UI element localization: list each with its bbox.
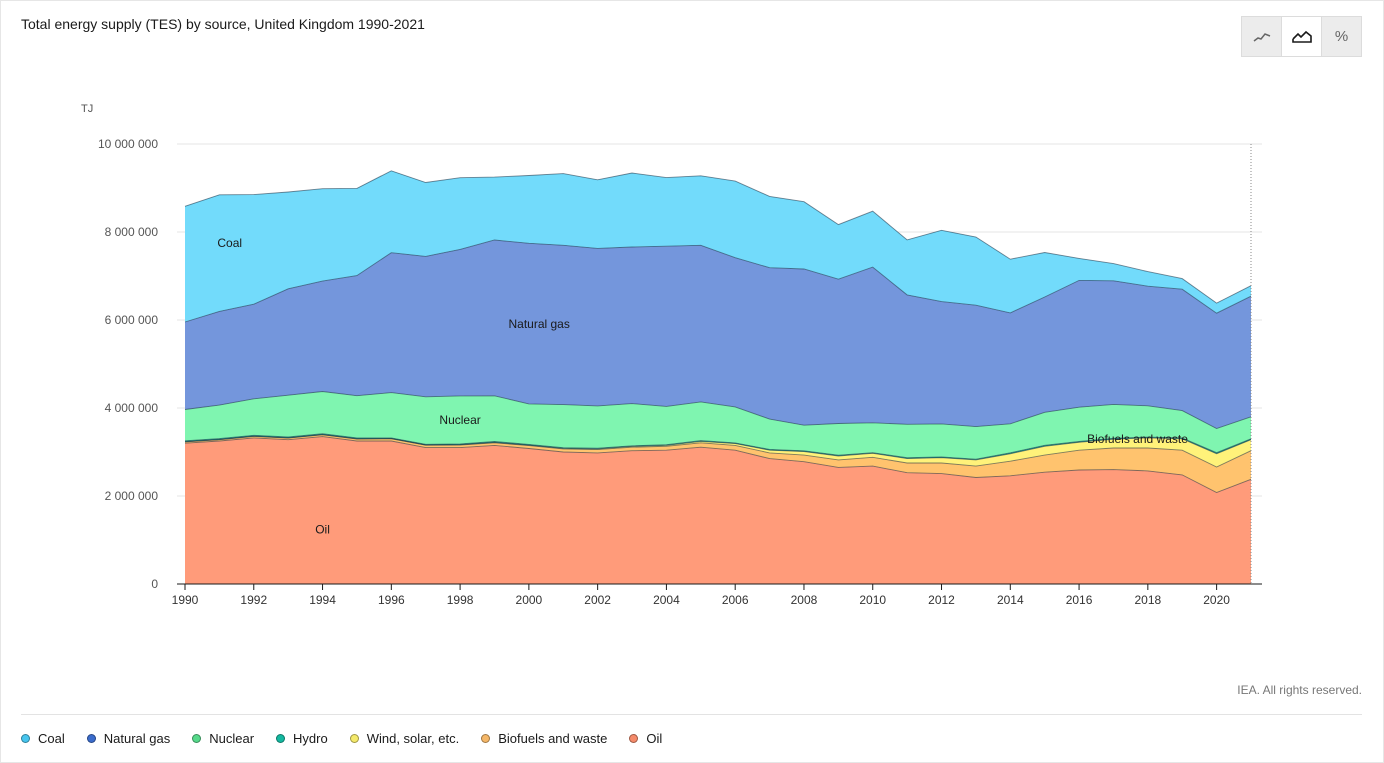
legend-label: Oil <box>646 731 663 746</box>
x-tick-label: 2000 <box>516 593 543 607</box>
legend-dot-icon <box>481 734 491 743</box>
area-natural-gas <box>185 240 1251 429</box>
chart-legend: Coal Natural gas Nuclear Hydro Wind, solar, … <box>21 731 684 746</box>
copyright-credit: IEA. All rights reserved. <box>1237 683 1362 697</box>
x-tick-label: 1994 <box>309 593 336 607</box>
x-tick-label: 2010 <box>859 593 886 607</box>
series-line-coal <box>184 170 1252 304</box>
percent-view-icon: % <box>1334 28 1349 45</box>
line-view-icon <box>1253 32 1270 42</box>
legend-label: Natural gas <box>103 731 171 746</box>
y-tick-label: 2 000 000 <box>105 489 159 503</box>
legend-label: Wind, solar, etc. <box>366 731 460 746</box>
x-tick-label: 1992 <box>240 593 267 607</box>
x-tick-label: 2008 <box>791 593 818 607</box>
x-tick-label: 1990 <box>172 593 199 607</box>
x-tick-label: 2006 <box>722 593 749 607</box>
x-tick-label: 2012 <box>928 593 955 607</box>
stacked-area-chart: 0 2 000 000 4 000 000 6 000 000 8 000 000 10 … <box>98 137 1262 607</box>
legend-dot-icon <box>276 734 286 743</box>
chart-title: Total energy supply (TES) by source, Uni… <box>21 16 425 32</box>
y-tick-label: 0 <box>151 577 158 591</box>
y-tick-label: 4 000 000 <box>105 401 159 415</box>
series-line-wind-solar-etc- <box>184 434 1252 461</box>
y-tick-label: 10 000 000 <box>98 137 158 151</box>
line-view-button[interactable] <box>1242 17 1282 56</box>
legend-dot-icon <box>192 734 202 743</box>
chart-view-toggle: % <box>1241 16 1362 57</box>
x-tick-label: 1998 <box>447 593 474 607</box>
legend-item-biofuels-and-waste[interactable]: Biofuels and waste <box>481 731 607 746</box>
x-tick-label: 2002 <box>584 593 611 607</box>
legend-item-natural-gas[interactable]: Natural gas <box>86 731 171 746</box>
series-label-nuclear: Nuclear <box>439 413 480 427</box>
legend-dot-icon <box>86 734 96 743</box>
x-tick-label: 2014 <box>997 593 1024 607</box>
legend-label: Coal <box>38 731 65 746</box>
legend-dot-icon <box>21 734 30 743</box>
legend-item-wind-solar-etc-[interactable]: Wind, solar, etc. <box>349 731 460 746</box>
area-biofuels-and-waste <box>185 434 1251 493</box>
series-label-coal: Coal <box>217 236 242 250</box>
percent-view-button[interactable]: % <box>1322 17 1361 56</box>
series-line-hydro <box>184 433 1252 460</box>
legend-label: Hydro <box>293 731 328 746</box>
series-label-biofuels-and-waste: Biofuels and waste <box>1087 432 1188 446</box>
legend-item-hydro[interactable]: Hydro <box>276 731 328 746</box>
series-line-natural-gas <box>184 239 1252 323</box>
y-tick-label: 6 000 000 <box>105 313 159 327</box>
series-line-oil <box>184 436 1252 493</box>
legend-item-oil[interactable]: Oil <box>629 731 662 746</box>
area-view-button[interactable] <box>1282 17 1322 56</box>
area-view-icon <box>1291 30 1312 43</box>
y-axis-unit: TJ <box>81 103 94 115</box>
series-label-oil: Oil <box>315 522 330 536</box>
area-wind-solar-etc- <box>185 434 1251 467</box>
area-nuclear <box>185 391 1251 460</box>
legend-item-nuclear[interactable]: Nuclear <box>192 731 254 746</box>
x-tick-label: 2020 <box>1203 593 1230 607</box>
legend-dot-icon <box>629 734 639 743</box>
legend-label: Nuclear <box>209 731 255 746</box>
legend-item-coal[interactable]: Coal <box>21 731 65 746</box>
legend-label: Biofuels and waste <box>498 731 608 746</box>
area-oil <box>185 436 1251 584</box>
x-tick-label: 2018 <box>1134 593 1161 607</box>
area-coal <box>185 170 1251 322</box>
x-tick-label: 2004 <box>653 593 680 607</box>
x-tick-label: 2016 <box>1066 593 1093 607</box>
legend-divider <box>21 714 1362 715</box>
series-label-natural-gas: Natural gas <box>508 317 569 331</box>
y-tick-label: 8 000 000 <box>105 225 159 239</box>
series-line-nuclear <box>184 391 1252 429</box>
x-tick-label: 1996 <box>378 593 405 607</box>
legend-dot-icon <box>349 734 359 743</box>
